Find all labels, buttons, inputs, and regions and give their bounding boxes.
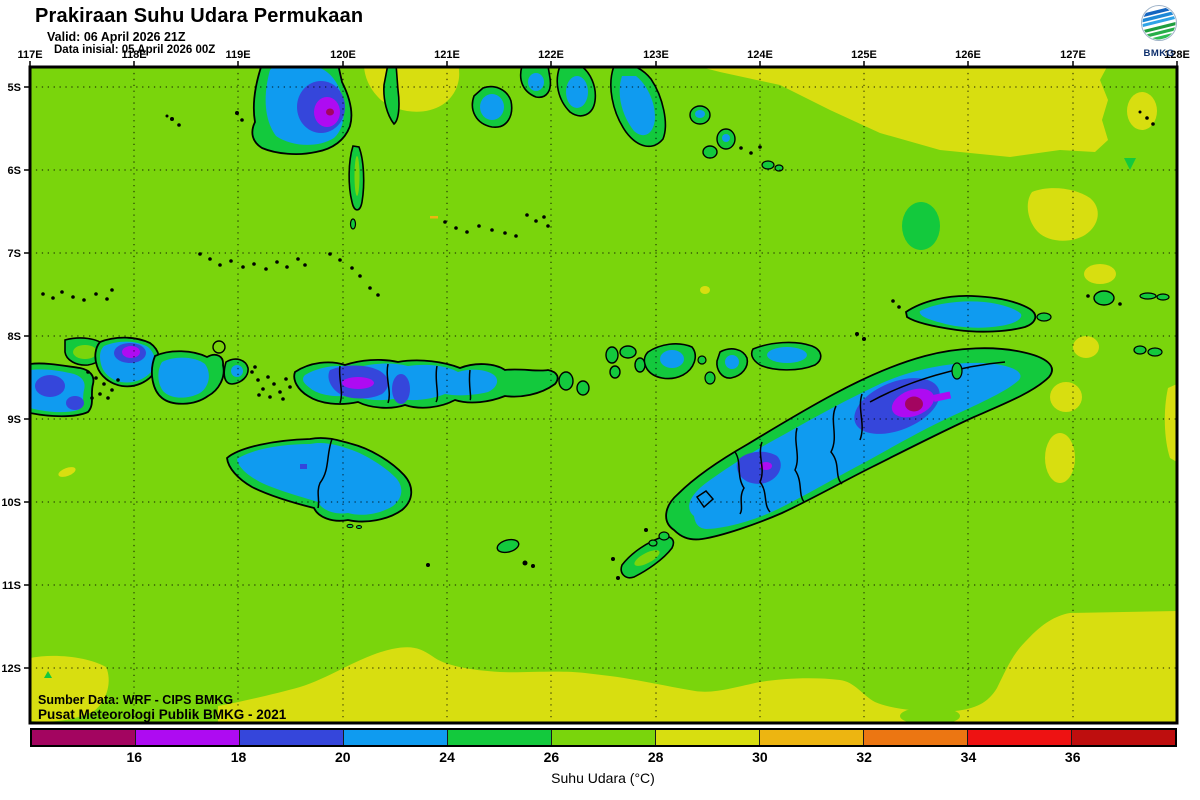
credit-org: Pusat Meteorologi Publik BMKG - 2021 (38, 707, 287, 722)
lon-label: 117E (17, 49, 42, 61)
lat-label: 7S (8, 248, 21, 260)
colorbar-tick-label: 34 (960, 749, 977, 765)
island-rote (611, 531, 675, 580)
island-sumba (226, 437, 413, 529)
lon-label: 124E (747, 49, 773, 61)
islet-specks (41, 110, 1155, 567)
lat-label: 9S (8, 414, 21, 426)
lon-label: 119E (225, 49, 250, 61)
warm-dash (430, 216, 438, 219)
colorbar-segment (864, 730, 968, 745)
colorbar-segment (32, 730, 136, 745)
lon-label: 118E (121, 49, 146, 61)
map-frame (28, 65, 1179, 725)
lat-label: 8S (8, 331, 21, 343)
colorbar-segment (136, 730, 240, 745)
bmkg-logo-label: BMKG (1143, 48, 1175, 59)
bmkg-logo-icon (1138, 5, 1180, 44)
axis-ticks (24, 61, 1178, 669)
colorbar-tick-label: 26 (543, 749, 560, 765)
lon-axis: 117E 118E 119E 120E 121E 122E 123E 124E … (17, 49, 1189, 61)
graticule (30, 67, 1177, 723)
colorbar-segment (968, 730, 1072, 745)
valid-time-label: Valid: 06 April 2026 21Z (47, 30, 186, 44)
colorbar-segment (760, 730, 864, 745)
lat-label: 11S (2, 580, 21, 592)
colorbar-segment (1072, 730, 1175, 745)
island-south-sulawesi (251, 67, 400, 230)
island-sumbawa (151, 340, 249, 405)
colorbar-segment (448, 730, 552, 745)
colorbar-tick-label: 32 (856, 749, 872, 765)
colorbar-tick-label: 36 (1064, 749, 1081, 765)
colorbar-tick-label: 24 (439, 749, 455, 765)
colorbar-tick-label: 18 (230, 749, 247, 765)
colorbar-tick-label: 16 (126, 749, 143, 765)
sea-green-notch (900, 707, 960, 723)
colorbar-ticks: 16 18 20 24 26 28 30 32 34 36 (30, 749, 1177, 767)
colorbar-segment (656, 730, 760, 745)
island-wetar (905, 290, 1170, 357)
colorbar-segment (240, 730, 344, 745)
colorbar-tick-label: 28 (647, 749, 664, 765)
lon-label: 126E (955, 49, 981, 61)
lon-label: 127E (1060, 49, 1086, 61)
colorbar-tick-label: 20 (335, 749, 351, 765)
colorbar-segment (344, 730, 448, 745)
island-lombok-cluster (30, 336, 161, 418)
lat-label: 12S (1, 663, 21, 675)
credit-source: Sumber Data: WRF - CIPS BMKG (38, 693, 233, 707)
colorbar-caption: Suhu Udara (°C) (551, 770, 655, 786)
island-flores (293, 358, 559, 409)
lon-label: 123E (643, 49, 669, 61)
bmkg-logo: BMKG (1136, 3, 1182, 59)
lon-label: 125E (851, 49, 877, 61)
island-alor-chain (558, 341, 822, 396)
lon-label: 120E (330, 49, 356, 61)
colorbar-tick-label: 30 (752, 749, 768, 765)
lat-label: 6S (8, 165, 21, 177)
lat-label: 5S (8, 82, 21, 94)
cool-sea-patches (44, 158, 1136, 678)
lon-label: 121E (434, 49, 460, 61)
page-title: Prakiraan Suhu Udara Permukaan (35, 5, 364, 27)
map-fills (30, 67, 1177, 723)
colorbar-segment (552, 730, 656, 745)
lon-label: 122E (538, 49, 564, 61)
lon-label: 128E (1164, 49, 1190, 61)
initial-time-label: Data inisial: 05 April 2026 00Z (54, 44, 216, 56)
lat-label: 10S (1, 497, 21, 509)
island-buton-cluster (471, 67, 784, 172)
island-savu (496, 538, 535, 568)
lat-axis: 5S 6S 7S 8S 9S 10S 11S 12S (1, 82, 21, 675)
island-timor (665, 347, 1053, 541)
colorbar (30, 728, 1177, 747)
